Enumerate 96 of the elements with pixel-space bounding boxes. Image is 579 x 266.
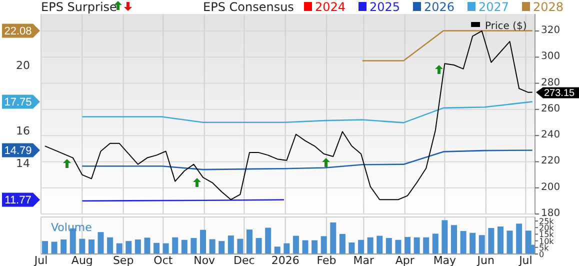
y-tick-label: 25k — [539, 216, 554, 226]
x-tick-label: Aug — [71, 254, 93, 266]
x-tick-label: Sep — [112, 254, 134, 266]
line-series — [44, 30, 533, 200]
y-tick-label: 14 — [16, 157, 30, 170]
bar — [256, 238, 262, 254]
bar — [200, 230, 206, 254]
bar — [60, 239, 67, 254]
bar — [320, 236, 327, 254]
bar — [42, 241, 48, 254]
bar — [348, 242, 355, 254]
bar — [162, 243, 169, 254]
y-tick-label: 20 — [16, 58, 30, 72]
bar — [98, 232, 104, 254]
bar — [488, 228, 494, 254]
bar — [460, 231, 466, 254]
bar — [506, 230, 513, 254]
y2-tick-label: 320 — [541, 24, 560, 36]
bar — [395, 240, 402, 254]
legend-label: 2024 — [315, 0, 346, 14]
legend-label: 2028 — [533, 0, 564, 14]
bar — [312, 240, 318, 254]
bar — [339, 234, 346, 254]
data-label: 273.15 — [544, 88, 576, 100]
y-tick-label: 22.08 — [4, 26, 32, 38]
y2-tick-label: 260 — [541, 103, 560, 114]
bar — [432, 234, 438, 254]
x-tick-label: Jul — [518, 254, 532, 266]
bar — [450, 225, 457, 254]
bar — [107, 237, 114, 254]
bar — [116, 243, 122, 254]
bar — [144, 238, 150, 254]
bar — [302, 240, 308, 254]
bar — [79, 238, 86, 254]
bar — [376, 236, 383, 254]
y-tick-label: 17.75 — [4, 96, 32, 109]
y2-tick-label: 180 — [541, 208, 560, 219]
bar — [181, 240, 188, 254]
bar — [190, 238, 197, 254]
bar — [367, 237, 374, 254]
y-tick-label: 14.79 — [4, 145, 32, 158]
x-tick-label: Jun — [476, 254, 494, 266]
y2-tick-label: 280 — [541, 77, 560, 88]
y-tick-label: 0 — [539, 250, 544, 259]
y-tick-label: 5k — [539, 243, 550, 252]
bar — [126, 241, 132, 254]
bar — [516, 224, 522, 254]
x-tick-label: Oct — [154, 254, 174, 266]
bar — [414, 237, 420, 254]
x-tick-label: May — [433, 254, 457, 266]
x-tick-label: Mar — [353, 254, 375, 266]
bar — [88, 239, 94, 254]
x-tick-label: Jul — [33, 254, 48, 266]
bar — [218, 241, 225, 254]
bar — [228, 236, 234, 254]
bar — [423, 237, 430, 254]
bar — [237, 238, 244, 254]
chart-title: Volume — [51, 221, 92, 234]
bar — [386, 238, 392, 254]
bar — [358, 240, 364, 254]
bar — [209, 239, 216, 254]
bar — [274, 246, 280, 254]
bar — [470, 232, 476, 254]
x-tick-label: Dec — [234, 254, 255, 266]
legend-label: 2026 — [424, 0, 455, 14]
annotation: EPS Surprise — [41, 0, 117, 14]
y2-tick-label: 200 — [541, 182, 560, 193]
line-series — [82, 101, 533, 124]
bar — [330, 222, 336, 254]
bar — [478, 235, 485, 254]
bar — [134, 239, 141, 254]
bar — [284, 243, 290, 254]
legend-title: EPS Consensus — [203, 0, 294, 14]
bar — [497, 226, 504, 254]
legend-label: 2025 — [370, 0, 400, 14]
y2-tick-label: 300 — [541, 51, 560, 62]
bar — [292, 236, 299, 254]
y-tick-label: 10k — [539, 236, 554, 246]
bar — [246, 230, 252, 254]
legend-label: 2027 — [478, 0, 510, 14]
bar — [154, 242, 160, 254]
bar — [442, 220, 448, 254]
x-tick-label: Nov — [194, 254, 216, 266]
x-tick-label: 2026 — [271, 254, 300, 266]
y2-tick-label: 240 — [541, 130, 560, 141]
x-tick-label: Apr — [395, 254, 415, 266]
x-tick-label: Feb — [316, 254, 336, 266]
line-series — [82, 150, 533, 170]
bar — [51, 242, 58, 254]
y-tick-label: 11.77 — [4, 194, 32, 207]
legend-label: Price ($) — [485, 21, 527, 32]
bar — [172, 237, 178, 254]
bar — [404, 236, 411, 254]
y-tick-label: 16 — [16, 124, 30, 138]
y2-tick-label: 220 — [541, 156, 560, 167]
bar — [265, 228, 272, 254]
